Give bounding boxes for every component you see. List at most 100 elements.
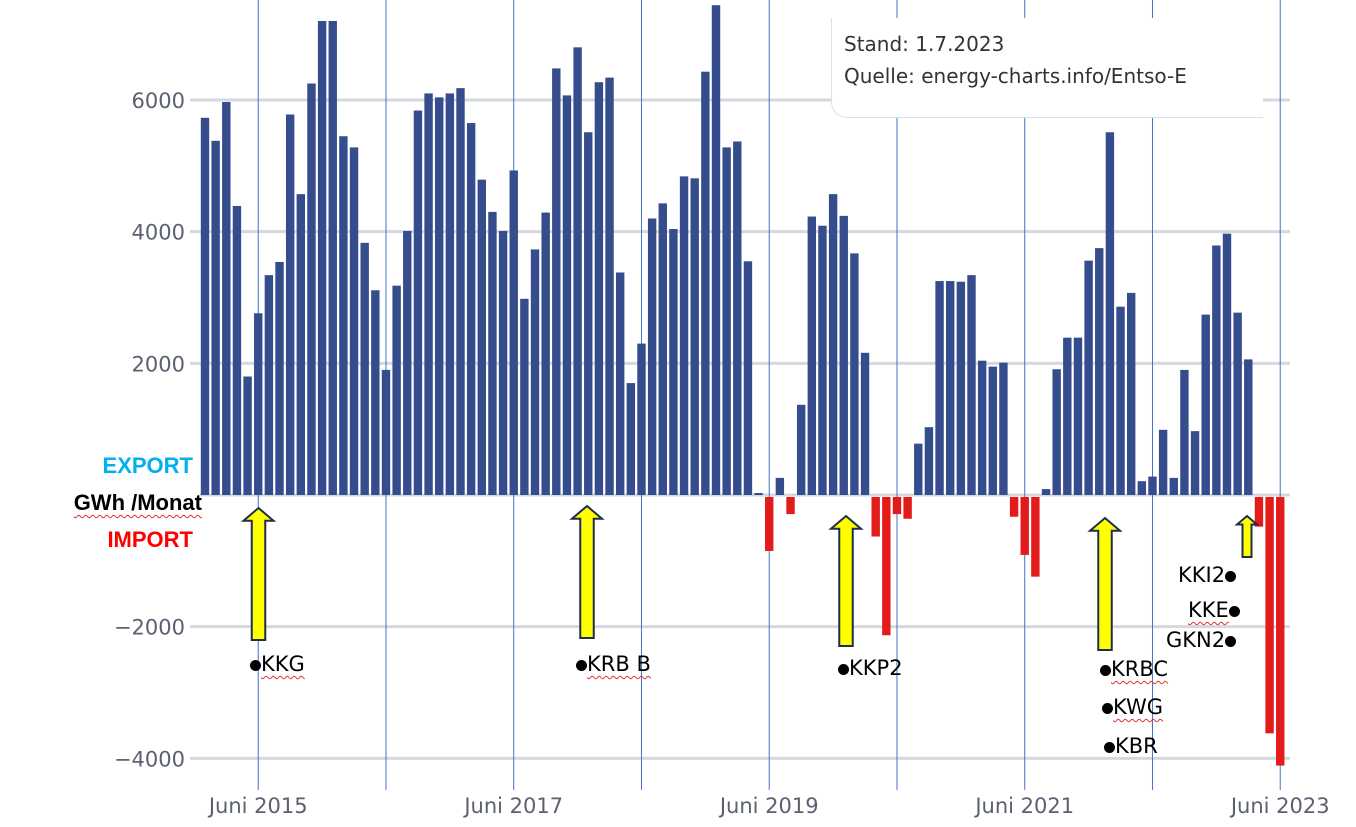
unit-label-text: GWh /Monat [73,490,202,515]
export-bar [839,215,848,495]
export-bar [669,229,678,496]
x-tick-label: Juni 2021 [973,794,1074,818]
export-bar [1105,132,1115,495]
up-arrow-icon [240,506,277,641]
export-bar [530,249,540,495]
import-bar [903,497,912,519]
export-bar [1084,260,1093,495]
plant-label-kbr: KBR [1104,734,1158,758]
import-label: IMPORT [107,527,193,552]
export-bar [222,101,231,495]
export-bar [392,285,401,495]
export-bar [413,110,423,496]
export-bar [658,203,667,495]
dot-icon [1100,664,1111,676]
import-bar [882,497,891,636]
export-bar [477,179,486,496]
up-arrow-icon [828,514,864,647]
import-bar [1031,497,1040,577]
export-bar [424,93,433,496]
export-label: EXPORT [102,453,193,478]
export-bar [1073,337,1083,495]
export-bar [509,170,518,496]
export-bar [371,290,380,495]
y-axis-ticks: 6000 4000 2000 −2000 −4000 [114,89,185,771]
export-bar [211,140,220,496]
export-bar [860,352,870,495]
dot-icon [576,659,587,671]
export-bar [615,272,625,495]
import-bar [1254,497,1264,527]
export-bar [1244,359,1253,495]
export-bar [275,261,284,495]
export-bar [584,132,593,495]
import-bar [1276,497,1285,766]
y-tick-label: −4000 [114,747,185,771]
export-bar [1116,306,1125,495]
export-bar [232,205,242,495]
x-tick-label: Juni 2015 [207,794,308,818]
plant-label-gkn2: GKN2 [1166,628,1237,652]
source-note: Stand: 1.7.2023 Quelle: energy-charts.in… [831,18,1263,118]
plant-label-krbc: KRBC [1100,657,1168,681]
note-date: Stand: 1.7.2023 [844,32,1005,56]
export-bar [1158,429,1168,495]
dot-icon [1102,702,1113,714]
export-bar [264,275,274,495]
export-bar [1180,369,1189,495]
export-bar [200,117,210,496]
export-bar [626,383,636,495]
x-tick-label: Juni 2019 [718,794,819,818]
export-bar [967,275,976,495]
export-bar [605,77,614,495]
plant-label-kkp2: KKP2 [838,656,903,680]
export-bar [796,404,806,495]
y-tick-label: 4000 [132,221,185,245]
plant-label-kkg: KKG [250,652,305,676]
export-bar [456,88,465,496]
import-bar [1265,497,1274,734]
export-bar [775,477,785,495]
x-tick-label: Juni 2023 [1229,794,1330,818]
import-bar [1020,497,1029,555]
export-bar [1063,337,1072,495]
export-bar [435,97,444,495]
export-bar [445,93,455,496]
export-bar [328,21,337,495]
dot-icon [1225,570,1237,582]
export-bar [701,71,710,496]
plant-label-kki2: KKI2 [1178,563,1237,587]
export-bar [1212,245,1221,495]
x-tick-label: Juni 2017 [462,794,563,818]
export-bar [711,5,721,495]
export-bar [818,225,827,495]
export-bar [360,242,369,495]
import-bar [1009,497,1019,517]
export-bar [403,231,412,495]
export-bar [520,298,529,495]
bars [200,5,1285,766]
export-bar [914,443,923,495]
export-bar [1041,489,1051,495]
export-bar [1169,477,1178,495]
dot-icon [1225,635,1237,647]
export-bar [317,21,327,495]
export-bar [828,194,838,495]
export-bar [466,123,476,496]
export-bar [381,369,391,495]
export-bar [488,211,497,495]
import-bar [892,497,902,515]
export-bar [285,114,295,495]
y-tick-label: −2000 [114,616,185,640]
export-bar [1095,248,1104,495]
export-bar [1190,431,1200,495]
export-bar [850,253,859,495]
export-bar [562,95,572,496]
export-bar [733,141,742,495]
export-bar [541,212,550,495]
up-arrow-icon [569,504,605,639]
dot-icon [1228,605,1240,617]
export-bar [1052,369,1061,495]
export-bar [1148,476,1157,495]
